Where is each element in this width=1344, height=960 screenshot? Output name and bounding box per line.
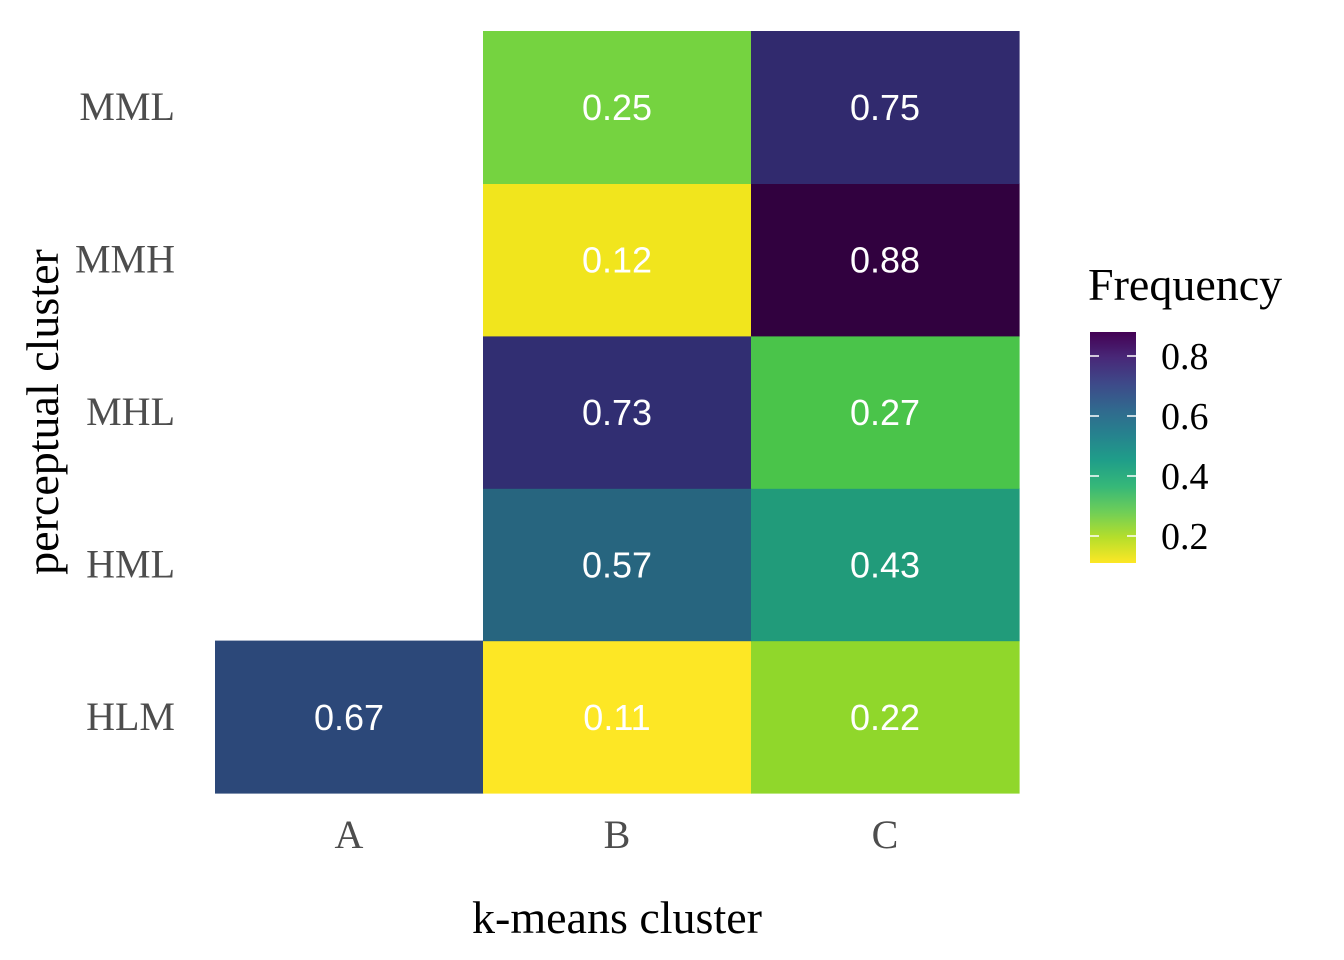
cell-value-label-A-HLM: 0.67	[314, 697, 384, 738]
cell-value-label-B-HML: 0.57	[582, 544, 652, 585]
heatmap-cells: 0.67 0.11 0.22 0.57 0.43 0.73 0.27 0.12 0.88 0.25…	[215, 31, 1020, 794]
heatmap-cell-B-MHL	[483, 335, 752, 489]
legend-tick-label: 0.6	[1161, 396, 1209, 438]
y-tick-label-HLM: HLM	[86, 694, 175, 739]
heatmap-cell-B-MML	[483, 31, 752, 184]
legend-tick-label: 0.4	[1161, 456, 1209, 498]
heatmap-cell-C-MML	[751, 31, 1020, 184]
heatmap-cell-B-HLM	[483, 640, 752, 794]
cell-value-label-B-MMH: 0.12	[582, 240, 652, 281]
legend-title: Frequency	[1088, 259, 1282, 310]
heatmap-cell-B-MMH	[483, 183, 752, 337]
x-tick-label-C: C	[872, 812, 899, 857]
cell-value-label-C-MMH: 0.88	[850, 240, 920, 281]
y-tick-label-HML: HML	[86, 541, 175, 586]
y-tick-label-MMH: MMH	[75, 237, 175, 282]
cell-value-label-C-HLM: 0.22	[850, 697, 920, 738]
color-legend: Frequency 0.2 0.4 0.6 0.8	[1088, 259, 1282, 563]
legend-colorbar	[1090, 332, 1136, 563]
cell-value-label-B-MML: 0.25	[582, 87, 652, 128]
y-axis-ticks: HLM HML MHL MMH MML	[75, 84, 175, 739]
y-tick-label-MML: MML	[79, 84, 175, 129]
cell-value-label-C-MHL: 0.27	[850, 392, 920, 433]
legend-tick-label: 0.2	[1161, 516, 1209, 558]
heatmap-cell-C-HML	[751, 488, 1020, 642]
heatmap-cell-C-HLM	[751, 640, 1020, 794]
heatmap-cell-C-MMH	[751, 183, 1020, 337]
cell-value-label-B-MHL: 0.73	[582, 392, 652, 433]
heatmap-cell-A-HLM	[215, 640, 484, 794]
x-tick-label-B: B	[604, 812, 631, 857]
cell-value-label-C-MML: 0.75	[850, 87, 920, 128]
legend-ticks: 0.2 0.4 0.6 0.8	[1090, 336, 1209, 558]
y-axis-title: perceptual cluster	[17, 249, 68, 575]
heatmap-cell-B-HML	[483, 488, 752, 642]
x-tick-label-A: A	[335, 812, 364, 857]
y-tick-label-MHL: MHL	[86, 389, 175, 434]
x-axis-ticks: A B C	[335, 812, 899, 857]
legend-tick-label: 0.8	[1161, 336, 1209, 378]
cell-value-label-B-HLM: 0.11	[583, 697, 650, 738]
cell-value-label-C-HML: 0.43	[850, 544, 920, 585]
x-axis-title: k-means cluster	[472, 892, 762, 943]
heatmap-cell-C-MHL	[751, 335, 1020, 489]
